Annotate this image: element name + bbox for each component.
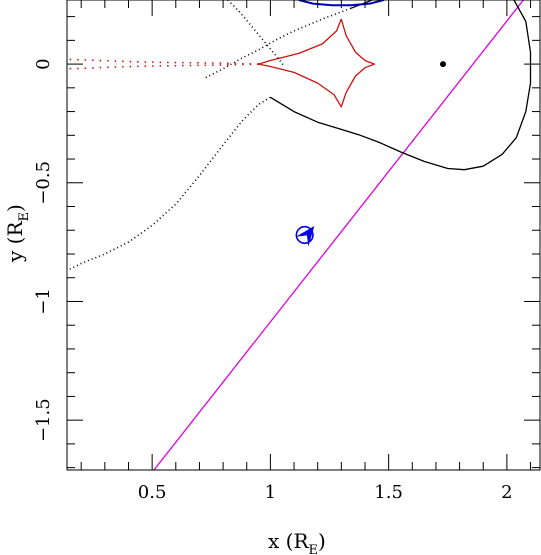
x-axis-title: x (RE) bbox=[268, 529, 326, 555]
x-tick-label: 0.5 bbox=[138, 482, 167, 503]
series-caustic-1 bbox=[257, 18, 376, 108]
series-caustic-2 bbox=[67, 58, 259, 65]
x-tick-label: 1.5 bbox=[374, 482, 403, 503]
series-caustic-3 bbox=[67, 63, 259, 70]
y-axis-title-sub: E bbox=[17, 212, 32, 222]
source-circle bbox=[295, 225, 314, 245]
y-tick-label: −1 bbox=[33, 288, 54, 315]
y-axis-title-main: y (R bbox=[3, 221, 27, 263]
y-axis-title: y (RE) bbox=[3, 204, 32, 263]
tick-labels: 0.5 1 1.5 2 0 −0.5 −1 −1.5 bbox=[33, 58, 513, 503]
series-critical_curve-4 bbox=[270, 0, 532, 171]
y-tick-label: −0.5 bbox=[33, 161, 54, 205]
axis-ticks bbox=[67, 0, 540, 470]
series-critical_curve-8 bbox=[227, 0, 286, 67]
x-axis-title-sub: E bbox=[309, 543, 319, 555]
x-axis-title-main: x (R bbox=[268, 529, 309, 553]
y-axis-title-close: ) bbox=[3, 204, 27, 212]
x-axis-title-close: ) bbox=[318, 529, 326, 553]
y-tick-label: 0 bbox=[33, 58, 54, 69]
lens-point bbox=[440, 61, 447, 68]
series-critical_curve-7 bbox=[67, 96, 271, 272]
y-tick-label: −1.5 bbox=[33, 398, 54, 442]
x-tick-label: 2 bbox=[501, 482, 512, 503]
plot-area bbox=[67, 0, 532, 470]
direction-arrow bbox=[295, 226, 315, 247]
series-trajectory-0 bbox=[153, 0, 524, 470]
plot-frame bbox=[66, 0, 541, 471]
x-tick-label: 1 bbox=[265, 482, 276, 503]
